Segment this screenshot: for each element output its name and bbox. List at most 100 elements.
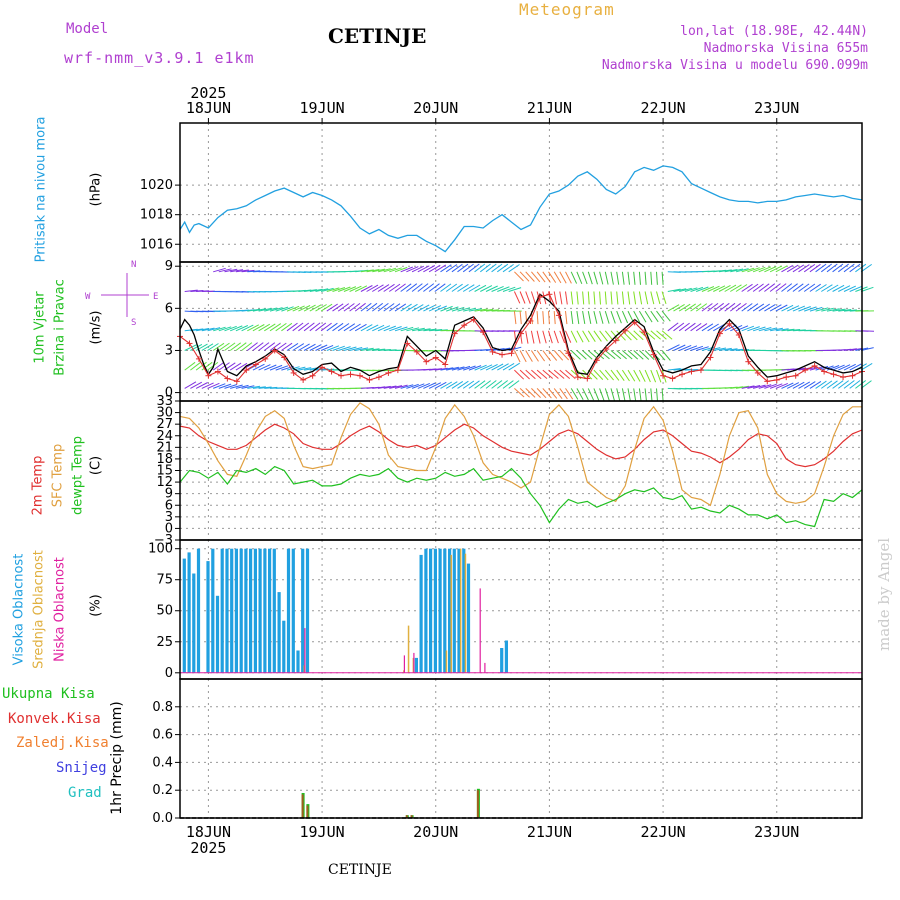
- wind-barb: [428, 382, 442, 389]
- wind-barb: [332, 303, 344, 312]
- wind-barb: [855, 380, 867, 389]
- y-tick-label: 12: [156, 475, 173, 490]
- wind-barb: [411, 283, 423, 292]
- wind-barb: [508, 362, 520, 371]
- wind-barb: [838, 364, 851, 371]
- wind-barb: [860, 263, 872, 273]
- wind-barb: [485, 363, 498, 371]
- wind-barb: [701, 303, 713, 312]
- y-tick-label: 21: [156, 440, 173, 455]
- wind-barb: [627, 388, 631, 402]
- y-tick-label: 0: [165, 666, 173, 681]
- wind-barb: [741, 385, 755, 389]
- wind-barb: [843, 363, 856, 371]
- high-cloud-bar: [429, 548, 433, 673]
- wind-barb: [758, 283, 770, 292]
- wind-barb: [690, 345, 704, 351]
- wind-barb: [394, 384, 408, 389]
- wind-barb: [616, 369, 625, 381]
- low-cloud-bar: [479, 588, 481, 673]
- year-label-bottom: 2025: [190, 839, 226, 857]
- wind-barb: [502, 362, 515, 371]
- date-label-bottom: 22JUN: [641, 823, 686, 841]
- high-cloud-bar: [433, 548, 437, 673]
- wind-barb: [530, 330, 535, 344]
- compass-letter: S: [131, 318, 136, 328]
- wind-barb: [337, 303, 350, 312]
- wind-barb: [371, 302, 384, 312]
- wind-barb: [713, 347, 727, 351]
- wind-barb: [775, 304, 788, 312]
- wind-barb: [616, 350, 627, 360]
- wind-barb: [190, 381, 203, 389]
- wind-barb: [741, 283, 753, 292]
- wind-barb: [775, 382, 788, 389]
- wind-barb: [599, 388, 605, 401]
- wind-barb: [741, 267, 755, 273]
- wind-barb: [735, 284, 748, 292]
- wind-barb: [593, 330, 602, 342]
- wind-barb: [661, 388, 664, 402]
- wind-barb: [548, 311, 550, 325]
- wind-barb: [633, 369, 641, 382]
- wind-barb: [389, 326, 402, 332]
- wind-barb: [417, 283, 429, 292]
- wind-barb: [446, 366, 460, 371]
- wind-barb: [718, 302, 730, 312]
- panel-frame: [179, 678, 863, 819]
- wind-barb: [627, 330, 638, 341]
- high-cloud-bar: [291, 548, 295, 673]
- wind-barb: [804, 306, 817, 312]
- wind-barb: [775, 328, 789, 332]
- pressure-line: [179, 165, 863, 253]
- wind-barb: [377, 284, 390, 292]
- wind-barb: [644, 388, 647, 402]
- y-tick-label: 15: [156, 464, 173, 479]
- wind-barb: [627, 350, 639, 360]
- wind-barb: [786, 264, 799, 273]
- wind-barb: [332, 322, 344, 332]
- wind-barb: [531, 271, 541, 283]
- mid-cloud-bar: [450, 554, 452, 673]
- wind-barb: [798, 381, 811, 389]
- wind-barb: [826, 380, 838, 389]
- wind-barb: [423, 265, 436, 273]
- wind-barb: [661, 271, 664, 285]
- wind-barb: [491, 263, 503, 273]
- high-cloud-bar: [268, 548, 272, 673]
- wind-barb: [519, 369, 530, 380]
- wind-barb: [247, 385, 261, 389]
- wind-barb: [730, 348, 744, 351]
- wind-barb: [417, 265, 430, 273]
- wind-barb: [264, 342, 276, 351]
- y-tick-label: 0.6: [152, 728, 173, 743]
- wind-barb: [354, 302, 366, 312]
- wind-barb: [860, 362, 873, 371]
- wind-barb: [394, 326, 408, 332]
- wind-barb: [616, 271, 620, 285]
- model-label: Model: [66, 21, 109, 37]
- wind-barb: [258, 307, 272, 312]
- wind-barb: [372, 348, 386, 351]
- wind-barb: [548, 330, 553, 344]
- wind-barb: [406, 303, 418, 312]
- wind-barb: [264, 364, 277, 371]
- wind-barb: [815, 365, 829, 371]
- wind-barb: [593, 310, 598, 324]
- high-cloud-bar: [277, 592, 281, 673]
- mid-cloud-bar: [445, 650, 448, 673]
- precip-snow-label: Snijeg: [56, 760, 107, 776]
- wind-barb: [565, 271, 572, 284]
- wind-barb: [184, 289, 198, 292]
- wind-barb: [349, 323, 361, 332]
- wind-barb: [599, 369, 609, 381]
- wind-barb: [224, 325, 237, 332]
- wind-barb: [764, 283, 776, 292]
- wind-barb: [440, 264, 452, 273]
- wind-barb: [633, 388, 637, 402]
- wind-barb: [758, 266, 771, 273]
- wind-barb: [252, 363, 265, 371]
- wind-barb: [638, 369, 646, 382]
- wind-barb: [411, 304, 424, 312]
- high-cloud-bar: [457, 548, 461, 673]
